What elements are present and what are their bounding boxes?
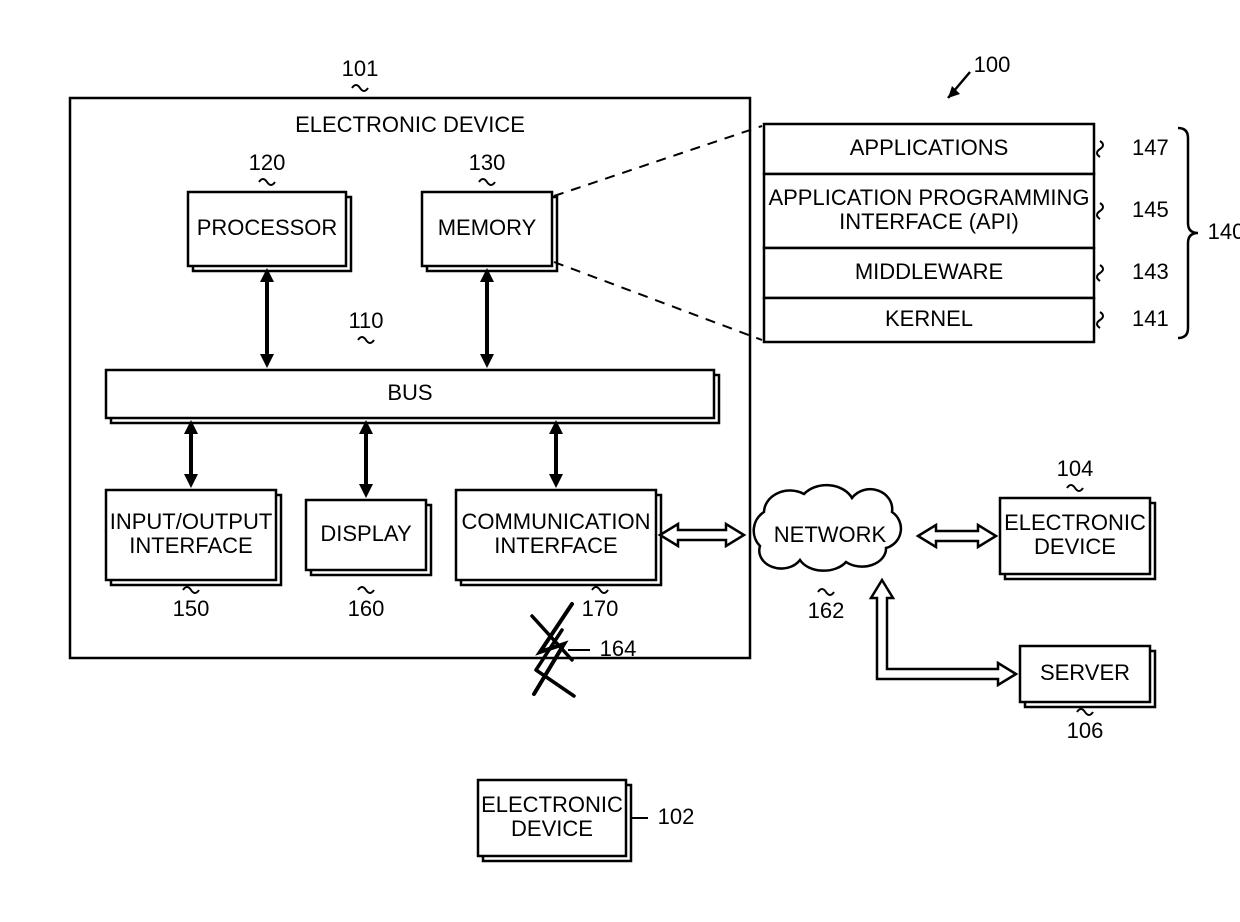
electronic-device-104-box-label: DEVICE — [1034, 534, 1116, 559]
ref-141: 141 — [1097, 306, 1169, 331]
ref-100-text: 100 — [974, 52, 1011, 77]
bus-box: BUS — [106, 370, 719, 423]
network-cloud: NETWORK — [754, 485, 901, 571]
arrow-proc-bus — [260, 268, 274, 368]
memory-stack-label: APPLICATION PROGRAMMING — [768, 185, 1089, 210]
arrow-network-server — [871, 580, 1016, 685]
ref-141-text: 141 — [1132, 306, 1169, 331]
memory-callout-line — [554, 262, 762, 340]
arrow-network-edev4 — [918, 525, 996, 547]
memory-stack-label: INTERFACE (API) — [839, 209, 1019, 234]
ref-100: 100 — [948, 52, 1010, 98]
comm-box-label: INTERFACE — [494, 533, 617, 558]
processor-box-label: PROCESSOR — [197, 215, 338, 240]
io-box-label: INTERFACE — [129, 533, 252, 558]
electronic-device-102-box-label: DEVICE — [511, 816, 593, 841]
ref-143: 143 — [1097, 259, 1169, 284]
ref-160-text: 160 — [348, 596, 385, 621]
ref-147-text: 147 — [1132, 135, 1169, 160]
display-box: DISPLAY — [306, 500, 431, 575]
ref-147: 147 — [1097, 135, 1169, 160]
ref-130: 130 — [469, 150, 506, 185]
ref-120-text: 120 — [249, 150, 286, 175]
ref-150: 150 — [173, 587, 210, 621]
ref-104-text: 104 — [1057, 456, 1094, 481]
memory-box: MEMORY — [422, 192, 557, 271]
memory-box-label: MEMORY — [438, 215, 537, 240]
display-box-label: DISPLAY — [320, 521, 412, 546]
ref-145: 145 — [1097, 197, 1169, 222]
ref-150-text: 150 — [173, 596, 210, 621]
ref-170-text: 170 — [582, 596, 619, 621]
arrow-bus-io — [184, 420, 198, 488]
ref-110-text: 110 — [348, 308, 383, 333]
io-box: INPUT/OUTPUTINTERFACE — [106, 490, 281, 585]
network-label: NETWORK — [774, 522, 887, 547]
ref-101: 101 — [342, 56, 379, 91]
ref-104: 104 — [1057, 456, 1094, 491]
io-box-label: INPUT/OUTPUT — [110, 509, 273, 534]
ref-140-text: 140 — [1208, 219, 1240, 244]
ref-143-text: 143 — [1132, 259, 1169, 284]
ref-110: 110 — [348, 308, 383, 343]
ref-130-text: 130 — [469, 150, 506, 175]
arrow-bus-comm — [549, 420, 563, 488]
server-box: SERVER — [1020, 646, 1155, 707]
ref-170: 170 — [582, 587, 619, 621]
ref-106: 106 — [1067, 709, 1104, 743]
ref-145-text: 145 — [1132, 197, 1169, 222]
memory-stack-label: APPLICATIONS — [850, 135, 1009, 160]
electronic-device-104-box: ELECTRONICDEVICE — [1000, 498, 1155, 579]
processor-box: PROCESSOR — [188, 192, 351, 271]
electronic-device-102-box: ELECTRONICDEVICE — [478, 780, 631, 861]
arrow-comm-network — [660, 524, 744, 546]
memory-stack-label: KERNEL — [885, 306, 973, 331]
arrow-mem-bus — [480, 268, 494, 368]
arrow-bus-display — [359, 420, 373, 498]
ref-102-text: 102 — [658, 804, 695, 829]
memory-callout-line — [554, 126, 762, 196]
ref-162-text: 162 — [808, 598, 845, 623]
ref-120: 120 — [249, 150, 286, 185]
ref-162: 162 — [808, 589, 845, 623]
brace-140 — [1178, 128, 1198, 338]
bus-box-label: BUS — [387, 380, 432, 405]
electronic-device-title: ELECTRONIC DEVICE — [295, 112, 525, 137]
ref-106-text: 106 — [1067, 718, 1104, 743]
server-box-label: SERVER — [1040, 660, 1130, 685]
ref-164-text: 164 — [600, 636, 637, 661]
comm-box: COMMUNICATIONINTERFACE — [456, 490, 661, 585]
memory-stack-label: MIDDLEWARE — [855, 259, 1003, 284]
comm-box-label: COMMUNICATION — [461, 509, 650, 534]
electronic-device-104-box-label: ELECTRONIC — [1004, 510, 1146, 535]
electronic-device-102-box-label: ELECTRONIC — [481, 792, 623, 817]
ref-101-text: 101 — [342, 56, 379, 81]
ref-160: 160 — [348, 587, 385, 621]
